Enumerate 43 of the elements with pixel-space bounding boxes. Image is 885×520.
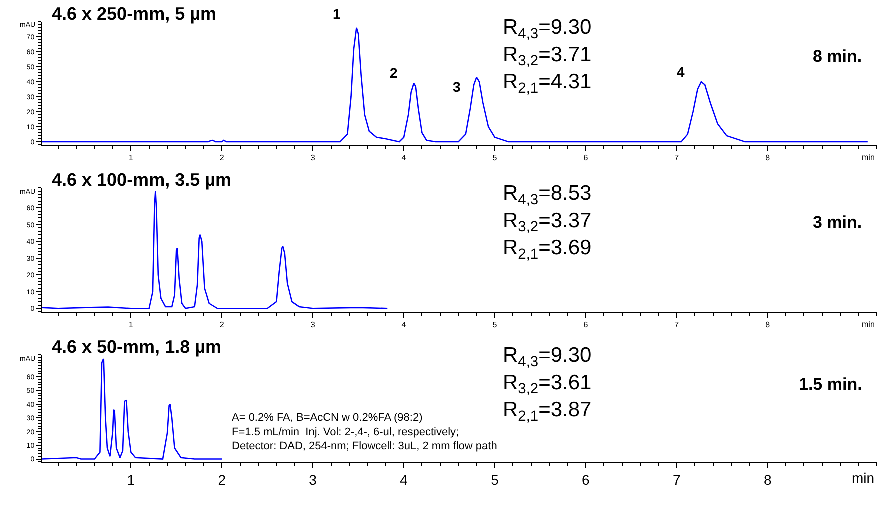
x-tick-label: 3 xyxy=(310,320,316,330)
x-tick-label: 4 xyxy=(400,472,408,488)
x-tick-label: 5 xyxy=(491,472,500,488)
x-tick-label: 5 xyxy=(492,320,498,330)
annotation: 1.5 min. xyxy=(799,375,862,394)
x-tick-label: 7 xyxy=(672,472,681,488)
text: R$_{4,3}$=9.30 R$_{3,2}$=3.71 R$_{2,1}$=4.31 xyxy=(503,16,592,98)
chart-title: 4.6 x 100-mm, 3.5 µm xyxy=(52,170,232,190)
annotation: A= 0.2% FA, B=AcCN w 0.2%FA (98:2) F=1.5 mL/min Inj. Vol: 2-,4-, 6-ul, respectively; Detector: DAD, 254-nm; Flowcell: 3uL, 2 mm flow path xyxy=(232,412,498,453)
x-tick-label: 8 xyxy=(766,154,771,163)
text: R$_{4,3}$=9.30 R$_{3,2}$=3.61 R$_{2,1}$=3.87 xyxy=(503,344,592,426)
x-tick-label: 6 xyxy=(582,472,590,488)
annotation: 2 xyxy=(390,65,398,81)
x-tick-label: 8 xyxy=(766,320,771,330)
x-tick-label: 3 xyxy=(309,472,318,488)
x-tick-label: 4 xyxy=(402,320,407,330)
line-series xyxy=(42,190,388,310)
x-tick-label: 1 xyxy=(128,154,134,163)
x-axis-title: min xyxy=(852,470,875,486)
x-tick-label: 2 xyxy=(220,154,225,163)
annotation: 1 xyxy=(333,6,341,22)
x-tick-label: 7 xyxy=(674,154,680,163)
x-tick-label: 8 xyxy=(764,472,772,488)
x-axis-title: min xyxy=(862,153,875,162)
x-tick-label: 2 xyxy=(218,472,226,488)
x-tick-label: 6 xyxy=(584,320,589,330)
x-tick-label: 1 xyxy=(127,472,136,488)
text: R$_{4,3}$=8.53 R$_{3,2}$=3.37 R$_{2,1}$=3.69 xyxy=(503,182,592,264)
x-tick-label: 6 xyxy=(584,154,589,163)
x-tick-label: 1 xyxy=(128,320,134,330)
x-tick-label: 7 xyxy=(674,320,680,330)
x-tick-label: 4 xyxy=(402,154,407,163)
annotation: 4 xyxy=(677,64,685,80)
x-tick-label: 2 xyxy=(220,320,225,330)
x-axis-title: min xyxy=(862,320,875,329)
line-series xyxy=(42,358,223,460)
x-tick-label: 5 xyxy=(492,154,498,163)
annotation: 3 min. xyxy=(813,213,862,232)
chart-title: 4.6 x 50-mm, 1.8 µm xyxy=(52,337,222,357)
annotation: 3 xyxy=(453,79,461,95)
annotation: 8 min. xyxy=(813,47,862,66)
chart-title: 4.6 x 250-mm, 5 µm xyxy=(52,4,216,24)
x-tick-label: 3 xyxy=(310,154,316,163)
